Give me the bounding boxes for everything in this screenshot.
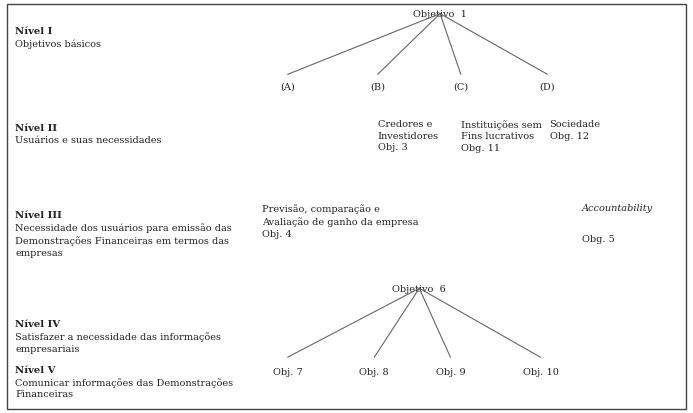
Text: Necessidade dos usuários para emissão das
Demonstrações Financeiras em termos da: Necessidade dos usuários para emissão da… <box>15 223 232 258</box>
Text: Previsão, comparação e
Avaliação de ganho da empresa
Obj. 4: Previsão, comparação e Avaliação de ganh… <box>262 204 419 239</box>
Text: (A): (A) <box>280 83 295 92</box>
Text: Credores e
Investidores
Obj. 3: Credores e Investidores Obj. 3 <box>378 120 439 152</box>
Text: (B): (B) <box>370 83 385 92</box>
Text: Nível V: Nível V <box>15 366 55 375</box>
Text: (D): (D) <box>540 83 555 92</box>
Text: Instituições sem
Fins lucrativos
Obg. 11: Instituições sem Fins lucrativos Obg. 11 <box>461 120 542 153</box>
Text: Nível III: Nível III <box>15 211 62 220</box>
Text: Objetivo  1: Objetivo 1 <box>413 10 467 19</box>
Text: Comunicar informações das Demonstrações
Financeiras: Comunicar informações das Demonstrações … <box>15 378 234 399</box>
Text: Usuários e suas necessidades: Usuários e suas necessidades <box>15 136 161 145</box>
Text: Nível I: Nível I <box>15 27 53 36</box>
Text: (C): (C) <box>453 83 468 92</box>
Text: Objetivo  6: Objetivo 6 <box>392 285 446 294</box>
Text: Obj. 7: Obj. 7 <box>273 368 302 377</box>
Text: Objetivos básicos: Objetivos básicos <box>15 39 101 49</box>
Text: Nível II: Nível II <box>15 124 58 133</box>
Text: Obj. 9: Obj. 9 <box>436 368 465 377</box>
FancyBboxPatch shape <box>7 4 686 409</box>
Text: Satisfazer a necessidade das informações
empresariais: Satisfazer a necessidade das informações… <box>15 332 221 354</box>
Text: Obg. 5: Obg. 5 <box>582 235 615 244</box>
Text: Obj. 10: Obj. 10 <box>523 368 559 377</box>
Text: Obj. 8: Obj. 8 <box>360 368 389 377</box>
Text: Nível IV: Nível IV <box>15 320 60 329</box>
Text: Sociedade
Obg. 12: Sociedade Obg. 12 <box>550 120 601 140</box>
Text: Accountability: Accountability <box>582 204 653 214</box>
